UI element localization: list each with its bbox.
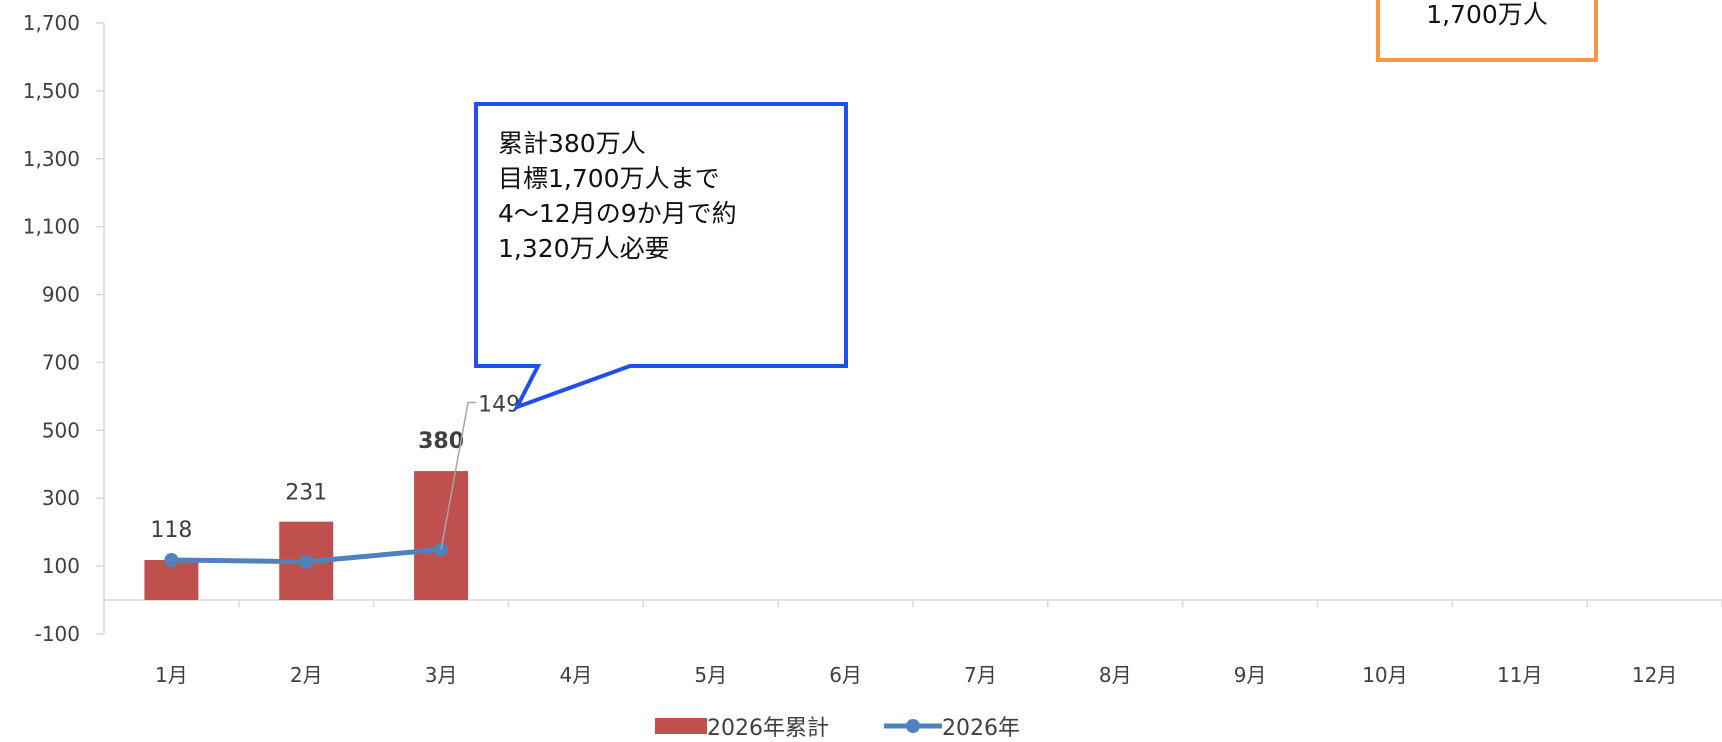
y-tick-label: 700 — [42, 350, 80, 374]
y-tick-label: -100 — [35, 622, 80, 646]
x-tick-label: 6月 — [829, 663, 862, 687]
legend-bar-label: 2026年累計 — [707, 716, 829, 741]
x-tick-label: 4月 — [560, 663, 593, 687]
series-point — [164, 553, 179, 568]
x-tick-label: 1月 — [155, 663, 188, 687]
y-axis: 1,700 1,500 1,300 1,100 900 700 500 300 100 -100 — [23, 11, 105, 646]
leader-line — [440, 401, 477, 550]
series-point — [299, 554, 314, 569]
x-tick-label: 7月 — [964, 663, 997, 687]
legend-line-label: 2026年 — [942, 716, 1020, 741]
callout-bubble — [474, 102, 848, 411]
legend-line-swatch — [884, 719, 942, 733]
x-tick-label: 3月 — [425, 663, 458, 687]
target-label: 1,700万人 — [1426, 0, 1548, 29]
legend-bar-swatch — [655, 718, 707, 734]
callout-text: 累計380万人 目標1,700万人まで 4〜12月の9か月で約 1,320万人必… — [498, 126, 828, 266]
y-tick-label: 500 — [42, 418, 80, 442]
y-tick-label: 1,500 — [23, 79, 80, 103]
x-tick-label: 8月 — [1099, 663, 1132, 687]
x-tick-label: 9月 — [1234, 663, 1267, 687]
target-box — [1376, 0, 1598, 62]
legend-item-line: 2026年 — [884, 710, 1020, 742]
x-tick-label: 2月 — [290, 663, 323, 687]
data-label: 231 — [285, 481, 327, 506]
y-tick-label: 900 — [42, 283, 80, 307]
data-labels: 118 231 380 149 — [150, 392, 520, 550]
bar — [414, 471, 469, 601]
callout-line: 目標1,700万人まで — [498, 164, 720, 193]
data-label: 149 — [478, 392, 520, 417]
y-tick-label: 300 — [42, 486, 80, 510]
x-tick-label: 5月 — [694, 663, 727, 687]
y-tick-label: 1,100 — [23, 215, 80, 239]
data-label: 380 — [418, 429, 464, 454]
y-tick-label: 1,300 — [23, 147, 80, 171]
x-axis: 1月 2月 3月 4月 5月 6月 7月 8月 9月 10月 11月 12月 — [103, 599, 1722, 687]
legend: 2026年累計 2026年 — [655, 710, 1075, 742]
data-label: 118 — [150, 518, 192, 543]
x-tick-label: 12月 — [1632, 663, 1677, 687]
x-tick-label: 11月 — [1497, 663, 1542, 687]
y-tick-label: 1,700 — [23, 11, 80, 35]
y-tick-label: 100 — [42, 554, 80, 578]
callout-line: 1,320万人必要 — [498, 234, 670, 263]
callout-line: 累計380万人 — [498, 129, 646, 158]
callout-line: 4〜12月の9か月で約 — [498, 199, 737, 228]
legend-item-bar: 2026年累計 — [655, 710, 829, 742]
x-tick-label: 10月 — [1362, 663, 1407, 687]
